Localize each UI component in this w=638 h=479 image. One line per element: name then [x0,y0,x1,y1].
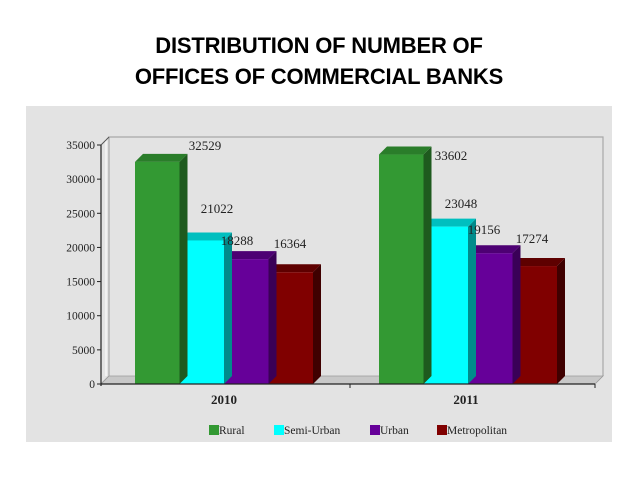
y-axis: 0 5000 10000 15000 20000 25000 30000 35000 [66,140,102,391]
bar-rural-2010 [135,153,188,384]
data-label: 33602 [435,148,468,163]
legend-swatch [370,425,380,435]
y-tick-label: 0 [89,379,95,391]
data-label: 16364 [274,236,307,251]
legend-item-urban: Urban [370,425,409,437]
y-tick-label: 35000 [66,140,95,152]
y-tick-label: 10000 [66,311,95,323]
x-category-label: 2011 [453,392,478,407]
x-axis: 2010 2011 [101,383,596,407]
legend-swatch [274,425,284,435]
data-label: 21022 [201,201,234,216]
title-line-1: DISTRIBUTION OF NUMBER OF [155,33,483,58]
bars [135,146,565,384]
y-tick-label: 15000 [66,277,95,289]
x-category-label: 2010 [211,392,237,407]
legend-label: Rural [219,425,245,437]
y-tick-label: 30000 [66,174,95,186]
data-labels: 32529 21022 18288 16364 33602 23048 19156 17274 [189,138,549,251]
slide-title: DISTRIBUTION OF NUMBER OF OFFICES OF COM… [0,30,638,92]
legend-label: Metropolitan [447,425,507,437]
title-line-2: OFFICES OF COMMERCIAL BANKS [134,64,504,89]
legend-label: Urban [380,425,409,437]
bar-rural-2011 [379,146,432,384]
legend-label: Semi-Urban [284,425,340,437]
y-tick-label: 5000 [72,345,95,357]
legend-item-semi-urban: Semi-Urban [274,425,340,437]
data-label: 18288 [221,233,254,248]
data-label: 19156 [468,222,501,237]
data-label: 17274 [516,231,549,246]
legend-item-rural: Rural [209,425,245,437]
legend-item-metropolitan: Metropolitan [437,425,507,437]
data-label: 23048 [445,196,478,211]
legend-swatch [437,425,447,435]
legend: Rural Semi-Urban Urban Metropolitan [209,425,507,437]
legend-swatch [209,425,219,435]
data-label: 32529 [189,138,222,153]
y-tick-label: 20000 [66,242,95,254]
y-tick-label: 25000 [66,208,95,220]
